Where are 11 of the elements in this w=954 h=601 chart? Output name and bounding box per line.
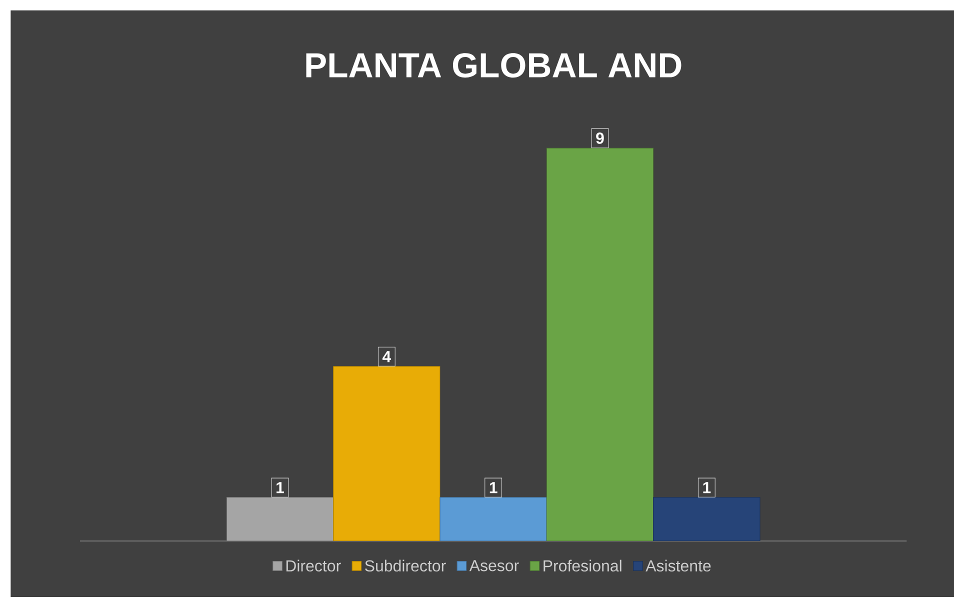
data-label: 1 [703,482,711,494]
chart-title: PLANTA GLOBAL AND [306,53,682,78]
data-label: 4 [382,351,392,362]
legend-label: Asesor [469,560,519,572]
legend-label: Director [286,560,341,572]
legend-label: Subdirector [365,560,446,572]
data-label: 1 [276,482,284,494]
data-label: 9 [596,132,604,144]
data-label: 1 [490,482,498,494]
legend-label: Profesional [544,560,622,572]
legend-label: Asistente [646,560,711,572]
